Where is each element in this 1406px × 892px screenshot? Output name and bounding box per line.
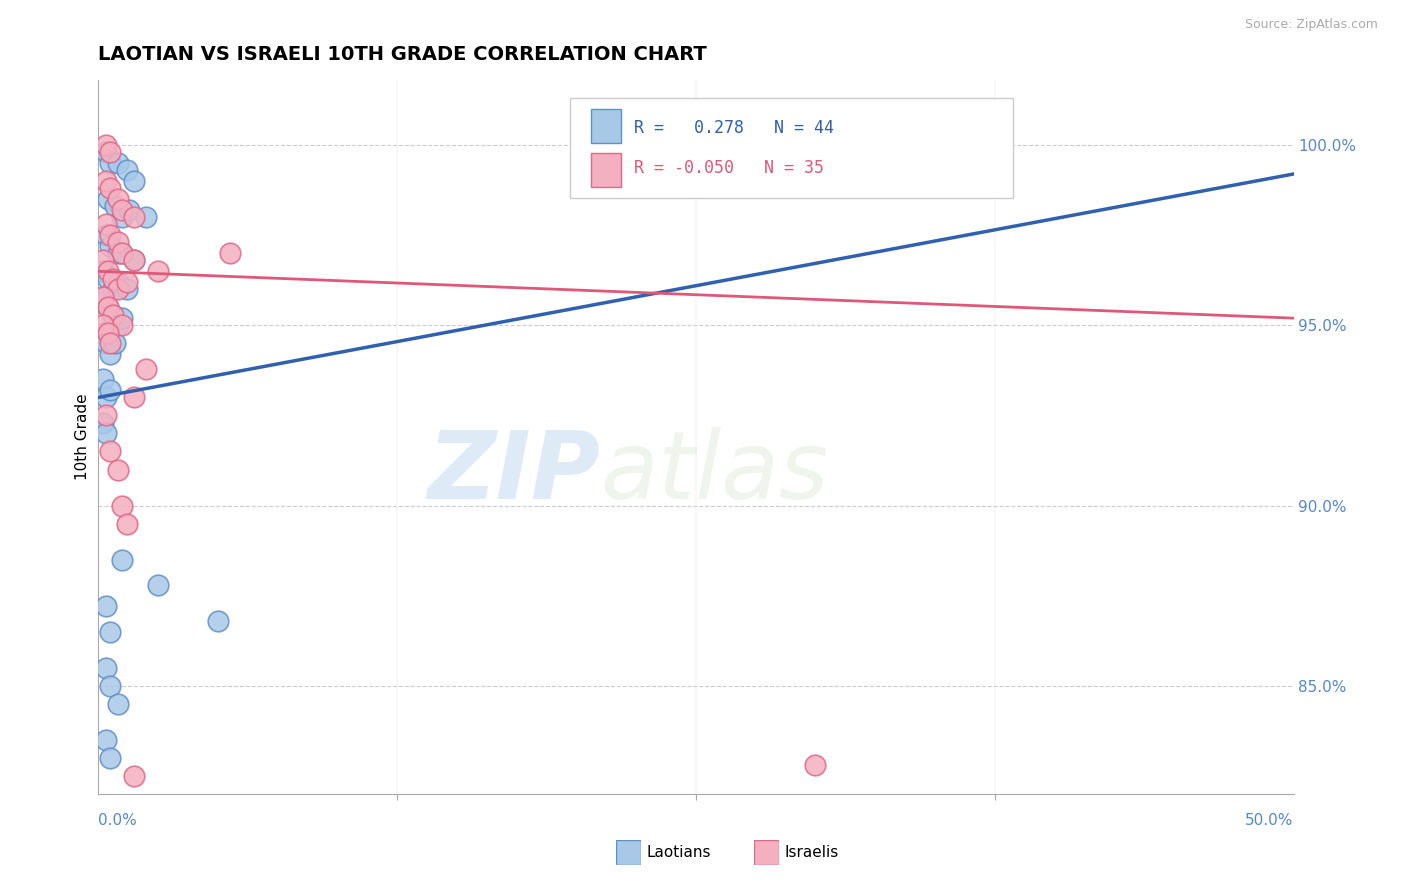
Point <box>107 318 129 333</box>
Point <box>98 624 122 639</box>
Point <box>98 228 122 243</box>
Point <box>135 361 157 376</box>
Text: R =   0.278   N = 44: R = 0.278 N = 44 <box>634 119 834 136</box>
Point <box>97 192 120 206</box>
Point <box>94 145 117 160</box>
Point <box>111 318 134 333</box>
Point <box>107 235 129 250</box>
Point <box>111 246 134 260</box>
Bar <box>591 109 620 144</box>
Point <box>98 239 122 253</box>
Point <box>94 599 117 614</box>
Point <box>101 308 124 322</box>
Point <box>98 145 122 160</box>
Text: Source: ZipAtlas.com: Source: ZipAtlas.com <box>1244 18 1378 31</box>
Point <box>91 253 114 268</box>
Point <box>94 174 117 188</box>
Text: 50.0%: 50.0% <box>1246 814 1294 828</box>
Text: LAOTIAN VS ISRAELI 10TH GRADE CORRELATION CHART: LAOTIAN VS ISRAELI 10TH GRADE CORRELATIO… <box>98 45 707 63</box>
Point <box>111 211 134 225</box>
Point <box>107 246 129 260</box>
Point <box>111 552 134 566</box>
Point <box>98 679 122 693</box>
Point <box>94 409 117 423</box>
Point <box>98 181 122 195</box>
Point <box>115 282 138 296</box>
Point <box>94 336 117 351</box>
Point <box>111 202 134 217</box>
Point <box>124 211 146 225</box>
Point <box>111 499 134 513</box>
Point <box>804 758 827 772</box>
Point <box>98 347 122 361</box>
FancyBboxPatch shape <box>571 98 1012 198</box>
Point <box>124 391 146 405</box>
Point <box>91 416 114 430</box>
Point <box>148 264 170 278</box>
Point <box>107 697 129 711</box>
Point <box>101 308 124 322</box>
Point <box>115 163 138 178</box>
Point <box>135 211 157 225</box>
Point <box>97 301 120 315</box>
Point <box>94 391 117 405</box>
Text: atlas: atlas <box>600 427 828 518</box>
Point <box>207 614 229 628</box>
Point <box>98 751 122 765</box>
Point <box>97 264 120 278</box>
Text: Israelis: Israelis <box>785 846 839 860</box>
Point <box>148 578 170 592</box>
Text: ZIP: ZIP <box>427 426 600 519</box>
Point <box>115 275 138 289</box>
Point <box>101 271 124 285</box>
Point <box>91 264 114 278</box>
Point <box>94 218 117 232</box>
Point <box>98 156 122 170</box>
Point <box>107 462 129 476</box>
Point <box>97 271 120 285</box>
Point <box>107 192 129 206</box>
Point <box>124 253 146 268</box>
Point <box>115 516 138 531</box>
Point <box>107 156 129 170</box>
Point <box>98 444 122 458</box>
Point <box>91 289 114 303</box>
Point <box>97 326 120 340</box>
Point <box>111 311 134 326</box>
Point <box>94 426 117 441</box>
Point <box>124 769 146 783</box>
Point <box>98 383 122 397</box>
Point <box>91 289 114 303</box>
Point <box>94 228 117 243</box>
Point <box>111 246 134 260</box>
Point <box>97 301 120 315</box>
Point <box>118 202 141 217</box>
Point <box>98 336 122 351</box>
Point <box>124 253 146 268</box>
Point <box>107 282 129 296</box>
Point <box>107 275 129 289</box>
Point <box>104 199 127 213</box>
Point <box>219 246 242 260</box>
Point <box>91 372 114 386</box>
Point <box>104 336 127 351</box>
Text: R = -0.050   N = 35: R = -0.050 N = 35 <box>634 160 824 178</box>
Point <box>124 174 146 188</box>
Point <box>101 282 124 296</box>
Y-axis label: 10th Grade: 10th Grade <box>75 393 90 481</box>
Point <box>94 661 117 675</box>
Point <box>91 326 114 340</box>
Bar <box>591 153 620 187</box>
Point <box>94 732 117 747</box>
Point <box>91 318 114 333</box>
Point <box>94 138 117 153</box>
Text: 0.0%: 0.0% <box>98 814 138 828</box>
Text: Laotians: Laotians <box>647 846 711 860</box>
